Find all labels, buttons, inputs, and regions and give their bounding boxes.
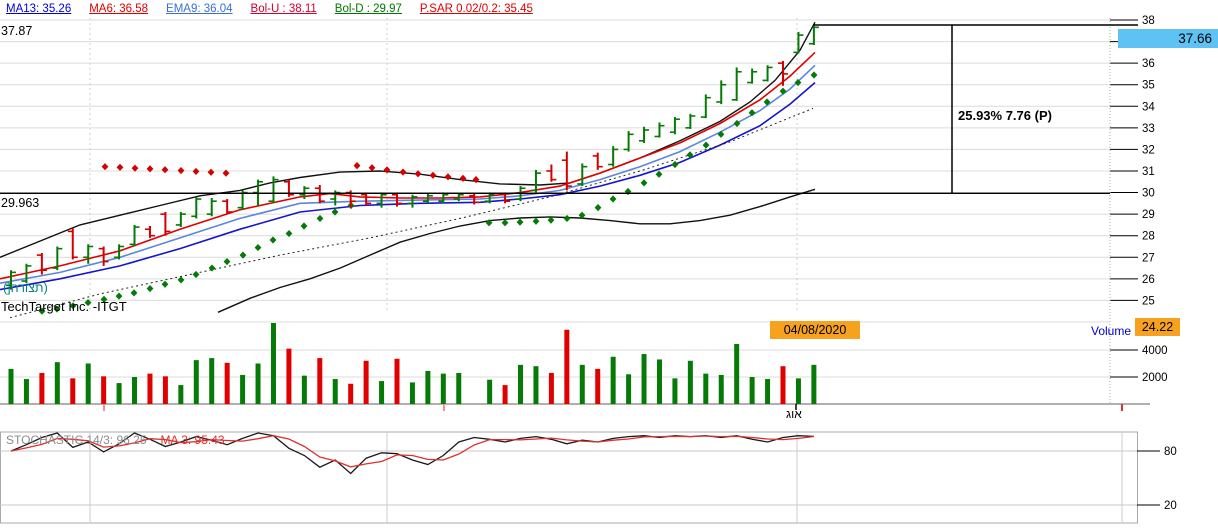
stochastic-ma-label: MA 3: 95.43: [160, 433, 225, 447]
svg-text:35: 35: [1142, 80, 1155, 92]
crosshair-date-badge: 04/08/2020: [770, 321, 860, 339]
volume-pane-title: Volume: [1091, 324, 1132, 338]
month-axis-label: אוג: [786, 407, 802, 421]
svg-text:4000: 4000: [1142, 345, 1168, 357]
svg-text:32: 32: [1142, 144, 1155, 156]
svg-text:29: 29: [1142, 209, 1155, 221]
support-price-label: 29.963: [1, 196, 40, 210]
svg-text:25: 25: [1142, 295, 1155, 307]
svg-text:20: 20: [1164, 500, 1177, 512]
config-note-label: (]תצורה): [3, 281, 48, 295]
svg-text:26: 26: [1142, 274, 1155, 286]
svg-text:80: 80: [1164, 446, 1177, 458]
svg-text:30: 30: [1142, 188, 1155, 200]
chart-high-label: 37.87: [1, 24, 33, 38]
symbol-title: TechTarget Inc. -ITGT: [1, 299, 127, 314]
svg-text:36: 36: [1142, 58, 1155, 70]
svg-text:38: 38: [1142, 15, 1155, 27]
crosshair-value-badge: 24.22: [1135, 318, 1180, 336]
indicator-label-3[interactable]: Bol-U : 38.11: [250, 3, 317, 15]
svg-text:27: 27: [1142, 252, 1155, 264]
last-price-badge: 37.66: [1118, 29, 1218, 48]
measurement-label: 25.93% 7.76 (P): [958, 108, 1052, 123]
indicator-legend-row[interactable]: MA13: 35.26 MA6: 36.58 EMA9: 36.04 Bol-U : …: [6, 3, 533, 15]
svg-text:34: 34: [1142, 101, 1155, 113]
svg-text:33: 33: [1142, 123, 1155, 135]
svg-text:28: 28: [1142, 231, 1155, 243]
indicator-label-2[interactable]: EMA9: 36.04: [166, 3, 233, 15]
indicator-label-5[interactable]: P.SAR 0.02/0.2: 35.45: [419, 3, 533, 15]
indicator-label-1[interactable]: MA6: 36.58: [89, 3, 149, 15]
svg-text:2000: 2000: [1142, 372, 1168, 384]
stochastic-legend-row: STOCHASTIC 14/3: 96.25 MA 3: 95.43: [6, 433, 225, 447]
stochastic-label: STOCHASTIC 14/3: 96.25: [6, 433, 147, 447]
indicator-label-0[interactable]: MA13: 35.26: [6, 3, 72, 15]
indicator-label-4[interactable]: Bol-D : 29.97: [334, 3, 402, 15]
svg-text:31: 31: [1142, 166, 1155, 178]
